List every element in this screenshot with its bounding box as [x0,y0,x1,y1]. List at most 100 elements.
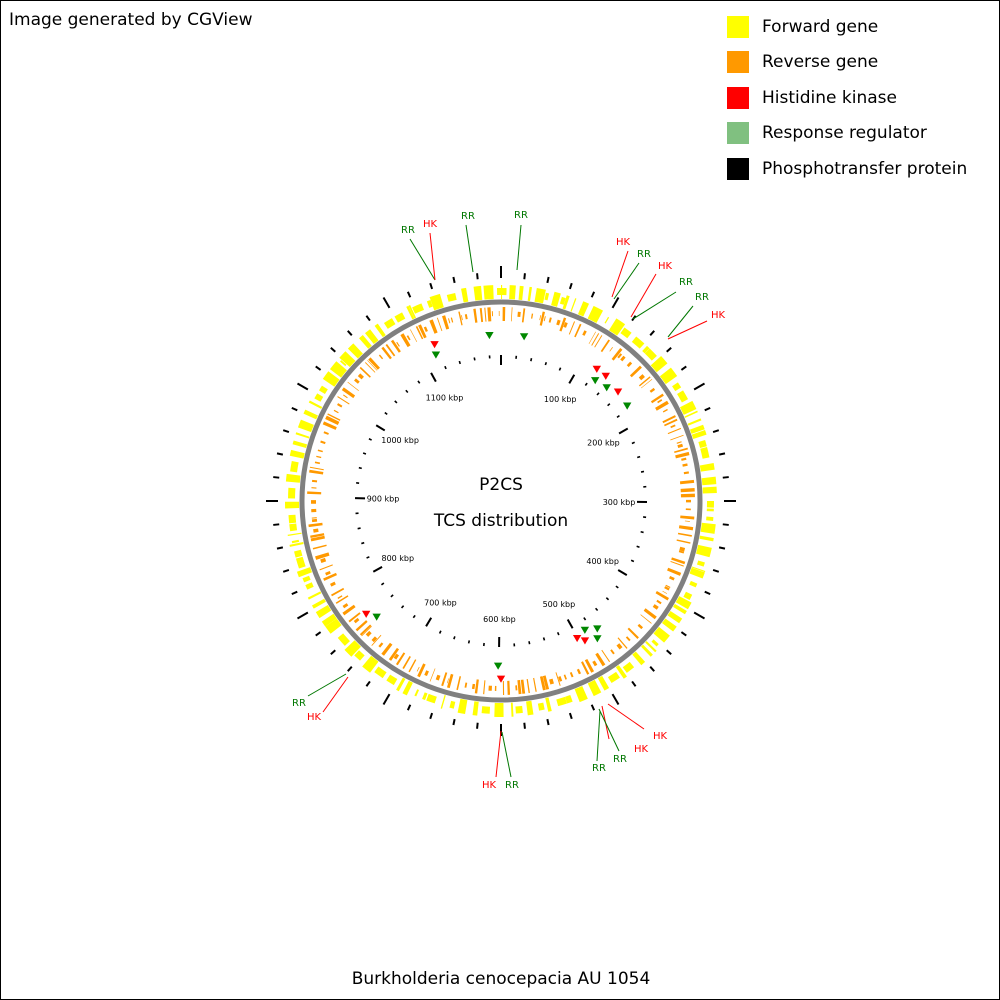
feature-label-rr: RR [592,763,606,774]
reverse-gene-block [361,626,372,637]
reverse-gene-block [371,636,378,643]
reverse-gene-block [574,323,582,338]
forward-gene-block [564,695,573,704]
outer-minor-tick [523,273,526,280]
legend-item-forward-gene: Forward gene [727,9,967,45]
forward-gene-block [362,655,379,673]
reverse-gene-block [591,333,600,346]
reverse-gene-block [669,575,675,581]
forward-gene-block [689,424,705,434]
outer-minor-tick [649,666,655,672]
reverse-gene-block [473,308,478,323]
reverse-gene-block [309,469,324,475]
forward-gene-block [374,666,387,679]
reverse-gene-block [531,313,534,319]
legend-swatch-response-regulator [727,122,749,145]
reverse-gene-block [543,316,546,322]
reverse-gene-block [458,311,463,326]
forward-gene-block [354,650,365,661]
reverse-gene-block [410,329,418,343]
reverse-gene-block [502,307,506,322]
reverse-gene-block [460,315,463,321]
reverse-gene-block [655,591,669,601]
reverse-gene-block [396,341,400,347]
kbp-minor-tick [640,470,645,473]
reverse-gene-block [347,381,359,391]
reverse-gene-block [488,685,492,691]
feature-label-hk: HK [307,712,322,723]
reverse-gene-block [365,630,372,637]
reverse-gene-block [670,424,676,429]
legend-item-reverse-gene: Reverse gene [727,45,967,81]
legend-label-reverse-gene: Reverse gene [762,52,879,73]
reverse-gene-block [638,376,651,387]
forward-gene-block [315,604,332,619]
rr-marker [593,635,602,643]
hk-leader-line [495,730,502,778]
reverse-gene-block [637,623,644,630]
reverse-gene-block [558,676,563,682]
reverse-gene-block [331,587,345,597]
forward-gene-block [700,447,710,459]
forward-gene-block [308,400,323,409]
forward-gene-block [473,285,483,301]
hk-leader-line [667,320,708,340]
forward-gene-block [537,702,545,711]
forward-gene-block [426,300,433,308]
rr-marker [519,333,529,341]
forward-gene-block [408,305,417,319]
reverse-gene-block [311,487,317,489]
reverse-gene-block [539,311,545,326]
kbp-minor-tick [528,641,531,645]
forward-gene-block [359,334,372,349]
feature-label-rr: RR [613,754,627,765]
forward-gene-block [706,516,714,521]
outer-minor-tick [476,722,479,729]
outer-major-tick [382,296,391,309]
forward-gene-block [285,473,301,483]
outer-minor-tick [429,282,434,290]
forward-gene-block [699,463,715,472]
forward-gene-block [496,288,507,296]
kbp-minor-tick [530,358,533,362]
kbp-minor-tick [366,556,370,559]
forward-gene-block [325,618,342,634]
reverse-gene-block [671,557,686,565]
reverse-gene-block [650,393,664,404]
kbp-minor-tick [607,403,611,407]
forward-gene-block [534,287,546,304]
forward-gene-block [667,610,683,624]
outer-minor-tick [590,291,596,298]
forward-gene-block [701,476,717,486]
forward-gene-block [302,575,311,583]
hk-marker [580,637,590,645]
reverse-gene-block [533,677,537,692]
rr-leader-line [632,291,677,320]
forward-gene-block [570,298,577,312]
hk-marker [613,388,623,396]
reverse-gene-block [368,357,380,370]
reverse-gene-block [682,463,688,467]
reverse-gene-block [674,447,688,454]
reverse-gene-block [423,326,428,332]
reverse-gene-block [483,680,486,695]
hk-marker [601,372,610,380]
outer-major-tick [296,382,309,391]
forward-gene-block [402,680,413,696]
rr-marker [593,625,602,633]
tick-label-800kbp: 800 kbp [381,554,414,563]
forward-gene-block [440,694,446,709]
forward-gene-block [653,626,670,643]
reverse-gene-block [680,515,695,520]
reverse-gene-block [441,672,448,687]
kbp-major-tick [430,372,437,383]
feature-label-hk: HK [658,261,673,272]
reverse-gene-block [402,656,411,669]
forward-gene-block [396,677,406,692]
forward-gene-block [515,705,523,714]
forward-gene-block [295,432,310,439]
forward-gene-block [461,287,469,303]
forward-gene-block [288,514,297,524]
reverse-gene-block [464,314,468,320]
forward-gene-block [642,345,650,354]
